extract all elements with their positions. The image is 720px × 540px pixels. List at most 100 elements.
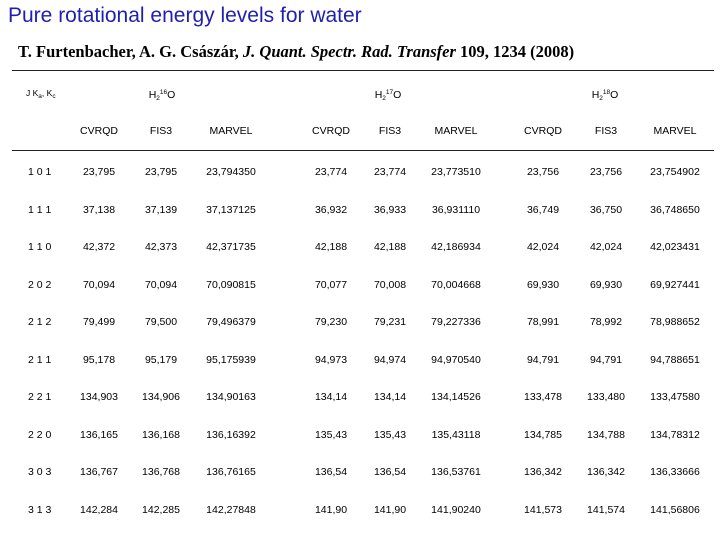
quantum-number-header: J Ka, Kc xyxy=(26,88,56,100)
isotopologue-header: H218O xyxy=(591,89,619,102)
table-cell: 23,774 xyxy=(314,166,348,178)
table-cell: 36,749 xyxy=(526,204,560,216)
table-cell: 134,90163 xyxy=(206,391,256,403)
table-cell: 79,230 xyxy=(314,316,348,328)
table-cell: 36,750 xyxy=(589,204,623,216)
table-cell: 94,970540 xyxy=(431,354,481,366)
table-cell: 95,178 xyxy=(82,354,116,366)
row-label: 2 2 1 xyxy=(28,391,52,403)
table-cell: 134,14526 xyxy=(431,391,481,403)
row-label: 1 0 1 xyxy=(28,166,52,178)
table-cell: 23,795 xyxy=(144,166,178,178)
method-header: MARVEL xyxy=(209,125,253,137)
table-cell: 136,53761 xyxy=(431,466,481,478)
row-label: 2 2 0 xyxy=(28,429,52,441)
table-cell: 95,175939 xyxy=(206,354,256,366)
table-cell: 141,574 xyxy=(587,504,625,516)
row-label: 2 0 2 xyxy=(28,279,52,291)
table-cell: 133,480 xyxy=(587,391,625,403)
table-cell: 37,138 xyxy=(82,204,116,216)
page-title: Pure rotational energy levels for water xyxy=(8,4,362,27)
table-cell: 136,342 xyxy=(524,466,562,478)
table-cell: 23,756 xyxy=(526,166,560,178)
table-cell: 135,43118 xyxy=(431,429,481,441)
citation-journal: J. Quant. Spectr. Rad. Transfer xyxy=(242,42,456,61)
table-cell: 136,54 xyxy=(373,466,407,478)
row-label: 1 1 0 xyxy=(28,241,52,253)
table-cell: 23,756 xyxy=(589,166,623,178)
table-cell: 135,43 xyxy=(373,429,407,441)
table-cell: 69,927441 xyxy=(650,279,700,291)
table-cell: 142,284 xyxy=(80,504,118,516)
table-cell: 42,024 xyxy=(589,241,623,253)
table-cell: 70,008 xyxy=(373,279,407,291)
method-header: FIS3 xyxy=(378,125,402,137)
table-cell: 141,90 xyxy=(373,504,407,516)
table-cell: 23,794350 xyxy=(206,166,256,178)
table-cell: 136,54 xyxy=(314,466,348,478)
table-cell: 23,795 xyxy=(82,166,116,178)
table-cell: 133,47580 xyxy=(650,391,700,403)
table-cell: 94,791 xyxy=(589,354,623,366)
isotopologue-header: H216O xyxy=(148,89,176,102)
table-cell: 42,024 xyxy=(526,241,560,253)
table-cell: 134,14 xyxy=(314,391,348,403)
table-cell: 70,094 xyxy=(82,279,116,291)
table-cell: 36,748650 xyxy=(650,204,700,216)
top-rule xyxy=(12,70,714,71)
table-cell: 136,168 xyxy=(142,429,180,441)
table-cell: 134,785 xyxy=(524,429,562,441)
table-cell: 141,90 xyxy=(314,504,348,516)
table-cell: 42,371735 xyxy=(206,241,256,253)
table-cell: 141,56806 xyxy=(650,504,700,516)
table-cell: 42,373 xyxy=(144,241,178,253)
row-label: 2 1 1 xyxy=(28,354,52,366)
table-cell: 134,903 xyxy=(80,391,118,403)
table-cell: 70,077 xyxy=(314,279,348,291)
table-cell: 37,137125 xyxy=(206,204,256,216)
table-cell: 42,023431 xyxy=(650,241,700,253)
citation: T. Furtenbacher, A. G. Császár, J. Quant… xyxy=(18,42,574,62)
table-cell: 78,991 xyxy=(526,316,560,328)
table-cell: 42,188 xyxy=(314,241,348,253)
row-label: 1 1 1 xyxy=(28,204,52,216)
table-cell: 136,768 xyxy=(142,466,180,478)
table-cell: 94,788651 xyxy=(650,354,700,366)
table-cell: 70,090815 xyxy=(206,279,256,291)
table-cell: 134,788 xyxy=(587,429,625,441)
table-cell: 79,496379 xyxy=(206,316,256,328)
table-cell: 133,478 xyxy=(524,391,562,403)
row-label: 3 0 3 xyxy=(28,466,52,478)
table-cell: 79,231 xyxy=(373,316,407,328)
table-cell: 42,372 xyxy=(82,241,116,253)
table-cell: 142,285 xyxy=(142,504,180,516)
table-cell: 69,930 xyxy=(589,279,623,291)
method-header: CVRQD xyxy=(80,125,118,137)
citation-details: 109, 1234 (2008) xyxy=(455,42,575,61)
table-cell: 36,931110 xyxy=(431,204,481,216)
table-cell: 136,33666 xyxy=(650,466,700,478)
table-cell: 23,754902 xyxy=(650,166,700,178)
table-cell: 136,767 xyxy=(80,466,118,478)
table-cell: 78,992 xyxy=(589,316,623,328)
citation-authors: T. Furtenbacher, A. G. Császár, xyxy=(18,42,243,61)
row-label: 3 1 3 xyxy=(28,504,52,516)
table-cell: 136,165 xyxy=(80,429,118,441)
method-header: FIS3 xyxy=(594,125,618,137)
table-cell: 37,139 xyxy=(144,204,178,216)
table-cell: 36,933 xyxy=(373,204,407,216)
table-cell: 134,906 xyxy=(142,391,180,403)
table-cell: 23,773510 xyxy=(431,166,481,178)
method-header: CVRQD xyxy=(524,125,562,137)
table-cell: 79,500 xyxy=(144,316,178,328)
method-header: MARVEL xyxy=(434,125,478,137)
table-cell: 136,16392 xyxy=(206,429,256,441)
table-cell: 70,004668 xyxy=(431,279,481,291)
method-header: CVRQD xyxy=(312,125,350,137)
table-cell: 42,186934 xyxy=(431,241,481,253)
method-header: FIS3 xyxy=(149,125,173,137)
table-cell: 134,14 xyxy=(373,391,407,403)
table-cell: 136,76165 xyxy=(206,466,256,478)
table-cell: 70,094 xyxy=(144,279,178,291)
method-header: MARVEL xyxy=(653,125,697,137)
